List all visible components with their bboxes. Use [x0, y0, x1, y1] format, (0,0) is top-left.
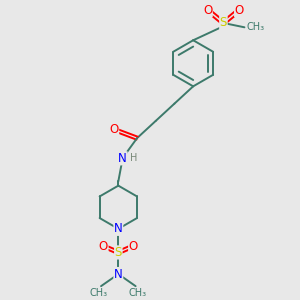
Text: CH₃: CH₃: [90, 288, 108, 298]
Text: N: N: [114, 222, 123, 235]
Text: CH₃: CH₃: [247, 22, 265, 32]
Text: O: O: [235, 4, 244, 16]
Text: S: S: [115, 246, 122, 259]
Text: O: O: [110, 123, 118, 136]
Text: O: O: [203, 4, 212, 16]
Text: O: O: [129, 240, 138, 253]
Text: N: N: [118, 152, 127, 165]
Text: O: O: [99, 240, 108, 253]
Text: N: N: [114, 268, 123, 281]
Text: H: H: [130, 153, 137, 163]
Text: S: S: [220, 16, 227, 29]
Text: CH₃: CH₃: [129, 288, 147, 298]
